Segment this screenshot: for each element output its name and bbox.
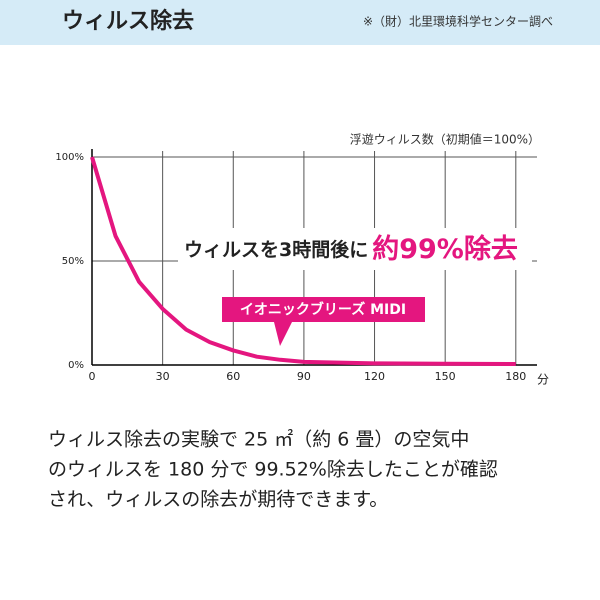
y-tick-label: 100% <box>55 152 84 163</box>
x-tick-label: 90 <box>297 370 311 383</box>
x-tick-label: 150 <box>435 370 456 383</box>
x-unit: 分 <box>537 373 549 387</box>
legend-callout <box>222 297 425 346</box>
x-tick-label: 120 <box>364 370 385 383</box>
annotation-lead: ウィルスを3時間後に <box>184 238 368 261</box>
y-axis-label: 浮遊ウィルス数（初期値＝100%） <box>350 132 540 147</box>
x-tick-label: 60 <box>226 370 240 383</box>
header-note: ※（財）北里環境科学センター調べ <box>363 14 553 29</box>
annotation: ウィルスを3時間後に 約99%除去 <box>184 233 518 265</box>
x-tick-label: 30 <box>156 370 170 383</box>
description-line: され、ウィルスの除去が期待できます。 <box>48 489 388 511</box>
annotation-highlight: 約99%除去 <box>372 233 518 265</box>
y-tick-label: 0% <box>68 360 84 371</box>
description-line: ウィルス除去の実験で 25 ㎡（約 6 畳）の空気中 <box>48 428 469 451</box>
x-tick-label: 180 <box>505 370 526 383</box>
series-line <box>90 156 516 367</box>
annotation-box <box>178 228 532 270</box>
description-line: のウィルスを 180 分で 99.52%除去したことが確認 <box>48 459 498 481</box>
legend-label: イオニックブリーズ MIDI <box>240 301 406 318</box>
header-title: ウィルス除去 <box>62 8 194 34</box>
y-tick-label: 50% <box>62 256 84 267</box>
header-band <box>0 0 600 45</box>
x-tick-label: 0 <box>89 370 96 383</box>
